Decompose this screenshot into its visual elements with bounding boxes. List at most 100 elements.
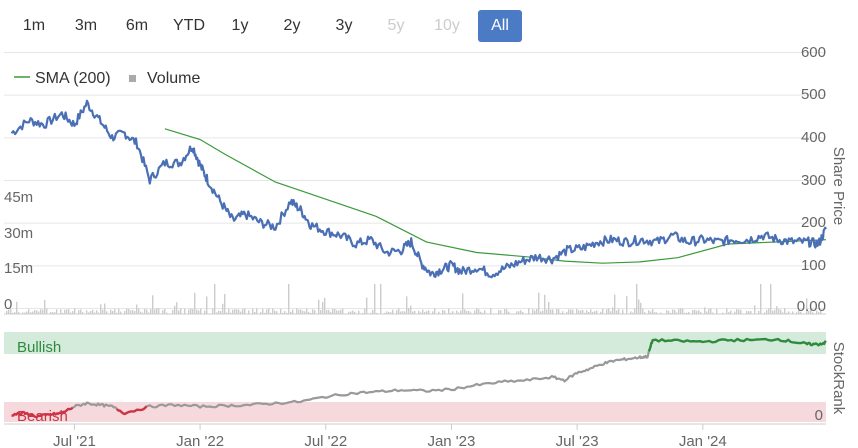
volume-bar (302, 310, 304, 314)
volume-bar (112, 310, 114, 314)
volume-bar (418, 310, 420, 314)
volume-bar (130, 310, 132, 314)
volume-bar (408, 308, 410, 314)
stockrank-tick-0: 0 (815, 407, 823, 424)
volume-bar (40, 309, 42, 314)
legend-sma[interactable]: SMA (200) (35, 70, 111, 87)
volume-bar (238, 309, 240, 314)
volume-bar (608, 308, 610, 314)
volume-bar (38, 311, 40, 314)
stockrank-line (146, 351, 650, 409)
volume-bar (750, 311, 752, 314)
x-tick-label: Jul '22 (304, 433, 347, 448)
volume-bar (136, 304, 138, 314)
stockrank-line (11, 406, 74, 419)
volume-bar (770, 284, 772, 314)
volume-bar (282, 312, 284, 314)
volume-bar (178, 310, 180, 314)
volume-bar (22, 312, 24, 314)
volume-bar (340, 309, 342, 314)
volume-bar (364, 308, 366, 314)
range-button-1m[interactable]: 1m (12, 10, 56, 42)
volume-tick-45m: 45m (4, 189, 33, 206)
volume-bar (818, 312, 820, 314)
volume-bar (578, 310, 580, 314)
volume-bar (138, 308, 140, 314)
volume-bar (386, 311, 388, 314)
volume-bar (44, 300, 46, 314)
volume-bar (380, 284, 382, 314)
volume-bar (216, 312, 218, 314)
volume-bar (228, 308, 230, 314)
volume-bar (812, 312, 814, 314)
volume-bar (736, 309, 738, 314)
volume-bar (792, 311, 794, 314)
volume-bar (550, 309, 552, 314)
volume-bar (28, 309, 30, 314)
volume-bar (642, 308, 644, 314)
volume-bar (634, 308, 636, 314)
volume-bar (682, 308, 684, 314)
range-button-6m[interactable]: 6m (115, 10, 159, 42)
volume-bar (548, 301, 550, 314)
x-tick-label: Jul '23 (556, 433, 599, 448)
volume-bar (134, 311, 136, 314)
volume-bar (180, 308, 182, 314)
volume-bar (214, 284, 216, 314)
range-button-1y[interactable]: 1y (218, 10, 262, 42)
volume-bar (68, 309, 70, 314)
volume-bar (606, 309, 608, 314)
price-tick-400: 400 (801, 129, 826, 146)
volume-bar (400, 311, 402, 314)
range-button-ytd[interactable]: YTD (166, 10, 212, 42)
volume-bar (352, 310, 354, 314)
volume-bar (124, 310, 126, 314)
volume-bar (572, 309, 574, 314)
volume-bar (520, 310, 522, 314)
volume-bar (142, 312, 144, 314)
volume-bar (592, 311, 594, 314)
range-button-10y: 10y (424, 10, 470, 42)
range-button-3y[interactable]: 3y (322, 10, 366, 42)
volume-bar (270, 312, 272, 314)
volume-bar (480, 311, 482, 314)
volume-bar (522, 311, 524, 314)
volume-bar (384, 312, 386, 314)
volume-bar (470, 312, 472, 314)
volume-bar (144, 308, 146, 314)
volume-tick-30m: 30m (4, 225, 33, 242)
volume-bar (390, 312, 392, 314)
range-button-3m[interactable]: 3m (64, 10, 108, 42)
volume-bar (800, 311, 802, 314)
volume-bar (452, 311, 454, 314)
range-button-2y[interactable]: 2y (270, 10, 314, 42)
legend-volume[interactable]: Volume (147, 70, 200, 87)
volume-bar (36, 310, 38, 314)
price-tick-0: 0.00 (797, 298, 826, 315)
volume-bar (538, 292, 540, 314)
range-button-all[interactable]: All (478, 10, 522, 42)
volume-bar (722, 312, 724, 314)
volume-bar (534, 310, 536, 314)
volume-bar (318, 299, 320, 314)
volume-bar (100, 304, 102, 314)
volume-bar (200, 308, 202, 314)
volume-bar (192, 309, 194, 314)
volume-bar (708, 309, 710, 314)
volume-bar (286, 312, 288, 314)
volume-bar (498, 310, 500, 314)
volume-bar (626, 296, 628, 314)
volume-bar (726, 308, 728, 314)
volume-bar (532, 309, 534, 314)
volume-bar (284, 311, 286, 314)
volume-bar (468, 310, 470, 314)
volume-bar (206, 296, 208, 314)
volume-bar (90, 311, 92, 314)
volume-bar (582, 310, 584, 314)
volume-bar (86, 310, 88, 314)
volume-bar (704, 307, 706, 314)
volume-bar (740, 309, 742, 314)
volume-bar (222, 303, 224, 314)
volume-bar (148, 312, 150, 314)
